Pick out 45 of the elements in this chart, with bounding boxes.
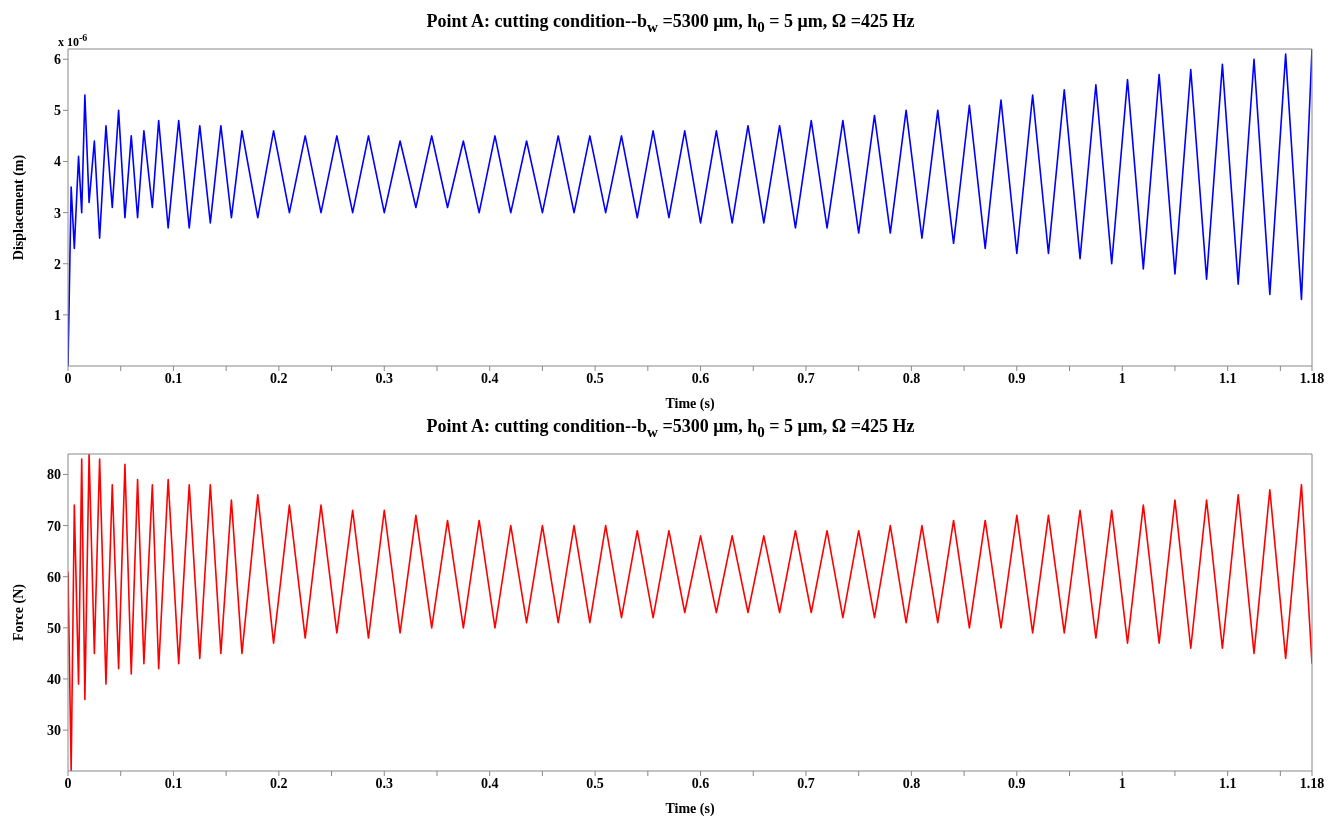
y-tick-label: 4	[54, 154, 61, 170]
x-tick-label: 0.4	[480, 775, 499, 791]
x-tick-label: 1.1	[1218, 775, 1237, 791]
x-tick-label: 1	[1118, 775, 1126, 791]
x-tick-label: 0.7	[797, 370, 815, 386]
x-tick-label: 0.5	[586, 775, 604, 791]
x-tick-label: 0.1	[164, 775, 183, 791]
y-tick-label: 6	[54, 52, 61, 68]
annotation: x 10$^{-6}$	[58, 32, 88, 50]
x-tick-label: 0.2	[270, 775, 288, 791]
y-tick-label: 50	[47, 620, 61, 636]
x-tick-label: 1	[1118, 370, 1126, 386]
x-tick-label: 0.3	[375, 775, 394, 791]
x-tick-label: 0.9	[1008, 775, 1026, 791]
x-tick-label: 0.7	[797, 775, 815, 791]
y-tick-label: 3	[54, 205, 61, 221]
x-axis-title: Time (s)	[665, 801, 715, 817]
y-tick-label: 80	[47, 467, 61, 483]
x-tick-label: 1.1	[1218, 370, 1237, 386]
x-tick-label: 0.2	[270, 370, 288, 386]
y-axis-title: Force (N)	[10, 583, 27, 641]
chart-title: Point A: cutting condition--b$_{w}$ =5300 μm, h$_{0}$ = 5 μm, Ω =425 Hz	[426, 11, 915, 35]
x-tick-label: 0.5	[586, 370, 604, 386]
x-tick-label: 0.8	[902, 775, 921, 791]
y-tick-label: 40	[47, 671, 61, 687]
chart-title: Point A: cutting condition--b$_{w}$ =5300 μm, h$_{0}$ = 5 μm, Ω =425 Hz	[425, 415, 916, 442]
y-tick-label: 2	[54, 256, 61, 272]
y-tick-label: 1	[54, 307, 61, 323]
x-tick-label: 1.18	[1299, 775, 1325, 791]
x-tick-label: 0.1	[164, 370, 183, 386]
x-tick-label: 0	[64, 775, 72, 791]
x-tick-label: 0.4	[480, 370, 499, 386]
x-tick-label: 0.8	[902, 370, 921, 386]
y-tick-label: 5	[54, 103, 61, 119]
x-tick-label: 0.3	[375, 370, 394, 386]
y-axis-title: Displacement (m)	[10, 154, 27, 261]
x-tick-label: 0	[64, 370, 72, 386]
x-tick-label: 0.6	[691, 370, 710, 386]
x-tick-label: 1.18	[1299, 370, 1325, 386]
x-tick-label: 0.9	[1008, 370, 1026, 386]
y-tick-label: 30	[47, 723, 61, 739]
y-tick-label: 60	[47, 569, 61, 585]
x-tick-label: 0.6	[691, 775, 710, 791]
x-axis-title: Time (s)	[665, 396, 715, 412]
y-tick-label: 70	[47, 518, 61, 534]
